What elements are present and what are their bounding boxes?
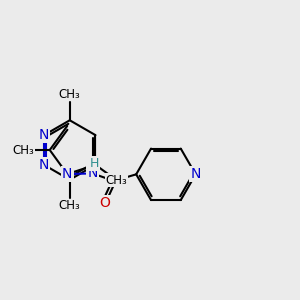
Text: O: O [100, 196, 110, 210]
Text: H: H [89, 158, 99, 170]
Text: N: N [87, 167, 98, 181]
Text: N: N [39, 128, 49, 142]
Text: N: N [190, 167, 201, 181]
Text: CH₃: CH₃ [13, 143, 34, 157]
Text: CH₃: CH₃ [59, 200, 81, 212]
Text: CH₃: CH₃ [59, 88, 81, 100]
Text: CH₃: CH₃ [106, 174, 128, 187]
Text: N: N [62, 167, 72, 181]
Text: N: N [39, 158, 49, 172]
